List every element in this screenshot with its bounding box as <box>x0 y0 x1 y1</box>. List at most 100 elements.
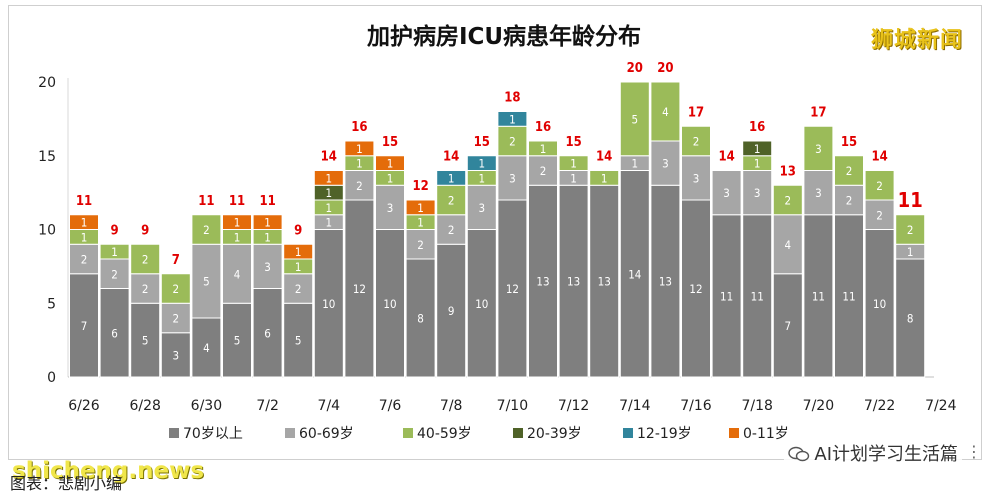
segment-value-label: 1 <box>479 171 486 185</box>
total-value-label: 12 <box>412 179 428 194</box>
segment-value-label: 1 <box>295 260 302 274</box>
y-axis-ticks: 0 5 10 15 20 <box>38 75 56 386</box>
segment-value-label: 12 <box>353 282 366 296</box>
x-tick-label: 7/16 <box>680 398 712 414</box>
brand-logo: 狮城新闻 <box>870 28 963 53</box>
segment-value-label: 2 <box>846 194 853 208</box>
y-tick-label: 5 <box>47 296 56 312</box>
segment-value-label: 2 <box>295 282 302 296</box>
segment-value-label: 3 <box>723 186 730 200</box>
segment-value-label: 1 <box>81 216 88 230</box>
segment-value-label: 1 <box>356 142 363 156</box>
total-value-label: 16 <box>351 120 367 135</box>
segment-value-label: 11 <box>751 289 764 303</box>
bar-segment <box>681 125 711 157</box>
segment-value-label: 1 <box>234 216 241 230</box>
bar-segment <box>252 288 283 378</box>
segment-value-label: 2 <box>142 253 149 267</box>
segment-value-label: 1 <box>295 245 302 259</box>
segment-value-label: 1 <box>326 186 333 200</box>
segment-value-label: 5 <box>234 334 241 348</box>
segment-value-label: 2 <box>876 208 883 222</box>
total-value-label: 17 <box>810 105 826 120</box>
bar-segment <box>895 214 926 245</box>
segment-value-label: 2 <box>203 223 210 237</box>
segment-value-label: 11 <box>720 289 733 303</box>
segment-value-label: 4 <box>662 105 669 119</box>
bars-group: 7211621522322452541163115211101111122111… <box>69 81 926 378</box>
more-icon[interactable]: ⋮ <box>966 442 982 461</box>
bar-segment <box>222 243 252 304</box>
bar-segment <box>650 184 681 378</box>
segment-value-label: 1 <box>540 142 547 156</box>
image-caption: 图表：悲剧小编 <box>10 474 123 493</box>
segment-value-label: 13 <box>598 275 611 289</box>
bar-segment <box>283 243 314 260</box>
x-tick-label: 7/22 <box>864 398 895 414</box>
segment-value-label: 13 <box>567 275 580 289</box>
segment-value-label: 13 <box>659 275 672 289</box>
total-value-label: 14 <box>321 150 337 165</box>
segment-value-label: 1 <box>326 171 333 185</box>
segment-value-label: 2 <box>785 194 792 208</box>
bar-segment <box>283 273 314 304</box>
segment-value-label: 2 <box>846 164 853 178</box>
bar-segment <box>834 214 864 378</box>
segment-value-label: 10 <box>322 297 335 311</box>
segment-value-label: 1 <box>907 245 914 259</box>
bar-segment <box>589 170 620 186</box>
segment-value-label: 7 <box>785 319 792 333</box>
segment-value-label: 1 <box>111 245 118 259</box>
bar-segment <box>528 184 558 378</box>
bar-segment <box>130 302 161 378</box>
bar-segment <box>252 214 283 230</box>
segment-value-label: 12 <box>506 282 519 296</box>
segment-value-label: 3 <box>264 260 271 274</box>
segment-value-label: 1 <box>387 171 394 185</box>
segment-value-label: 1 <box>570 157 577 171</box>
segment-value-label: 2 <box>693 135 700 149</box>
segment-value-label: 2 <box>509 135 516 149</box>
segment-value-label: 1 <box>754 142 761 156</box>
legend-label: 0-11岁 <box>743 426 789 442</box>
legend-swatch <box>285 428 295 438</box>
bar-segment <box>69 214 99 230</box>
total-value-label: 17 <box>688 105 704 120</box>
total-value-label: 11 <box>76 194 92 209</box>
bar-segment <box>497 111 528 127</box>
segment-value-label: 14 <box>628 267 641 281</box>
bar-segment <box>466 155 497 171</box>
bar-segment <box>99 243 130 260</box>
bar-segment <box>344 140 375 157</box>
bar-segment <box>69 273 99 378</box>
segment-value-label: 3 <box>173 348 180 362</box>
segment-value-label: 3 <box>509 171 516 185</box>
y-tick-label: 15 <box>38 149 56 165</box>
x-tick-label: 7/8 <box>440 398 463 414</box>
total-value-label: 15 <box>565 135 581 150</box>
bar-segment <box>375 155 405 171</box>
segment-value-label: 6 <box>264 326 271 340</box>
x-tick-label: 7/4 <box>318 398 341 414</box>
segment-value-label: 8 <box>907 312 914 326</box>
bar-segment <box>803 125 834 171</box>
segment-value-label: 1 <box>264 230 271 244</box>
x-tick-label: 7/10 <box>497 398 528 414</box>
bar-segment <box>497 155 528 201</box>
total-value-label: 14 <box>596 150 612 165</box>
x-tick-label: 7/24 <box>925 398 957 414</box>
x-tick-label: 7/6 <box>379 398 402 414</box>
segment-value-label: 2 <box>540 164 547 178</box>
legend-label: 40-59岁 <box>417 426 472 442</box>
bar-segment <box>742 214 773 378</box>
total-value-label: 11 <box>229 194 245 209</box>
bar-segment <box>252 243 283 289</box>
total-value-label: 20 <box>657 61 673 76</box>
x-tick-label: 6/26 <box>68 398 100 414</box>
bar-segment <box>619 170 650 378</box>
x-axis-ticks: 6/26 6/28 6/30 7/2 7/4 7/6 7/8 7/10 7/12 7/14 7/16… <box>68 398 956 414</box>
total-value-label: 14 <box>443 150 459 165</box>
